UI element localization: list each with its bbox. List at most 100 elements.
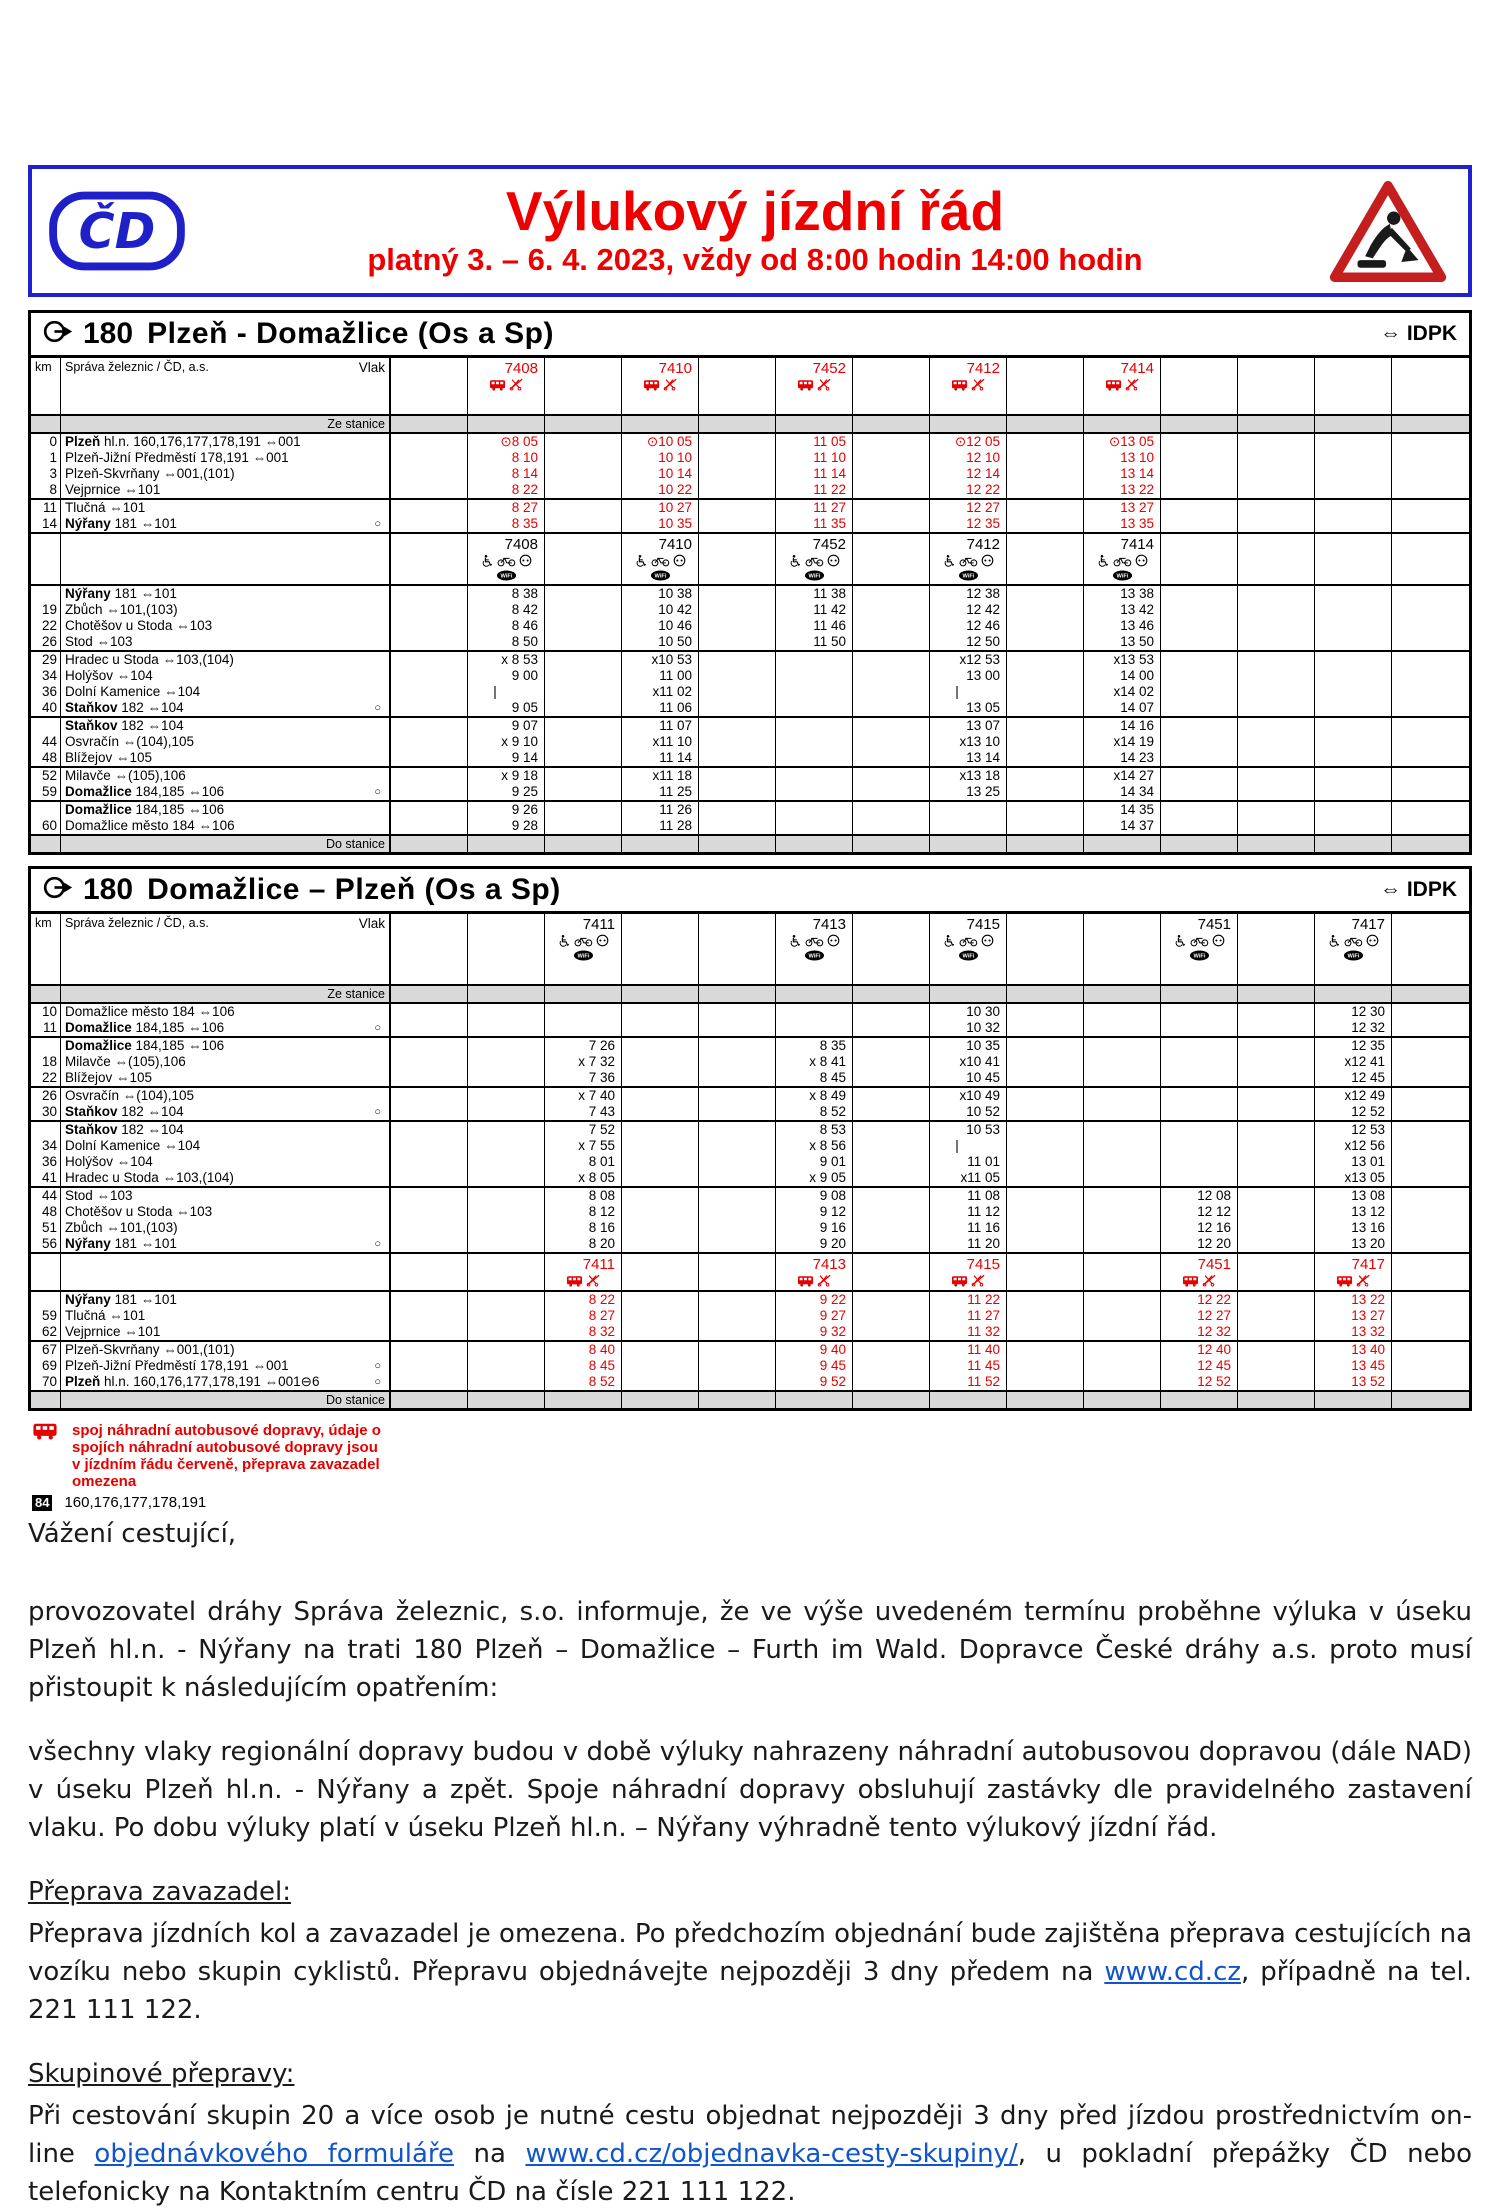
table-section: Staňkov 182 ⇔104 7 52 8 53 10 53 12 53 34 Doln…: [31, 1122, 1469, 1188]
time-cell: [391, 802, 468, 818]
time-cell: 8 35: [776, 1038, 853, 1054]
time-cell: [776, 416, 853, 432]
station-name: Plzeň: [65, 434, 101, 449]
time-cell: [1007, 586, 1084, 602]
time-cell: [1084, 1004, 1161, 1020]
station-cell: Plzeň hl.n. 160,176,177,178,191 ⇔001⊖6 ○: [61, 1374, 391, 1390]
time-cell: [1315, 618, 1392, 634]
station-lines: ⇔101: [120, 1324, 161, 1339]
dots-icon: [673, 554, 686, 567]
train-service-icons: [1161, 933, 1237, 948]
time-cell: [1392, 1358, 1469, 1374]
time-cell: [1392, 1392, 1469, 1408]
train-service-icons: [776, 1273, 852, 1288]
time-cell: 9 25: [468, 784, 545, 800]
time-cell: [1161, 802, 1238, 818]
svg-text:WiFi: WiFi: [962, 574, 974, 580]
table-row: 10 Domažlice město 184 ⇔106 10 30 12 30: [31, 1004, 1469, 1020]
time-cell: [1007, 668, 1084, 684]
time-cell: [468, 1374, 545, 1390]
time-cell: [853, 1324, 930, 1340]
time-cell: [853, 734, 930, 750]
station-lines: 178,191 ⇔001: [196, 1358, 289, 1373]
time-cell: [1007, 1308, 1084, 1324]
time-cell: 12 10: [930, 450, 1007, 466]
time-cell: [699, 836, 776, 852]
km-cell: [31, 1038, 61, 1054]
inline-link[interactable]: www.cd.cz: [1104, 1957, 1242, 1987]
time-cell: [391, 718, 468, 734]
time-cell: x12 49: [1315, 1088, 1392, 1104]
time-cell: 13 45: [1315, 1358, 1392, 1374]
time-cell: [1238, 1220, 1315, 1236]
time-cell: [391, 1054, 468, 1070]
station-marker: ○: [374, 786, 381, 798]
time-cell: x13 53: [1084, 652, 1161, 668]
time-cell: [853, 784, 930, 800]
time-cell: [622, 1308, 699, 1324]
table-row: 22 Blížejov ⇔105 7 36 8 45 10 45 12 45: [31, 1070, 1469, 1086]
time-cell: [391, 618, 468, 634]
train-service-icons: [1161, 1273, 1237, 1288]
time-cell: [1161, 1170, 1238, 1186]
time-cell: [1007, 1324, 1084, 1340]
time-cell: [1238, 1308, 1315, 1324]
bus-icon: [566, 1275, 583, 1287]
train-header-cell: 7415 WiFi: [930, 914, 1007, 984]
station-cell: Milavče ⇔(105),106: [61, 768, 391, 784]
station-cell: Dolní Kamenice ⇔104: [61, 1138, 391, 1154]
time-cell: [1084, 1138, 1161, 1154]
station-name: Milavče: [65, 1054, 111, 1069]
time-cell: [853, 1188, 930, 1204]
time-cell: [1238, 1342, 1315, 1358]
station-marker: ○: [374, 1022, 381, 1034]
station-cell: Staňkov 182 ⇔104 ○: [61, 1104, 391, 1120]
km-cell: 40: [31, 700, 61, 716]
station-cell: Holýšov ⇔104: [61, 1154, 391, 1170]
time-cell: x 9 18: [468, 768, 545, 784]
station-lines: ⇔101: [120, 482, 161, 497]
wheelchair-icon: [943, 934, 956, 948]
table-row: 34 Holýšov ⇔104 9 00 11 00 13 00 14 00: [31, 668, 1469, 684]
station-lines: 181 ⇔101: [110, 516, 177, 531]
time-cell: [853, 1038, 930, 1054]
time-cell: 10 10: [622, 450, 699, 466]
time-cell: [391, 1358, 468, 1374]
table-section: 26 Osvračín ⇔(104),105 x 7 40 x 8 49 x10 49 x…: [31, 1088, 1469, 1122]
time-cell: [545, 768, 622, 784]
timetable-2: 180 Domažlice – Plzeň (Os a Sp) ⇔ IDPK km Sp…: [28, 866, 1472, 1411]
time-cell: [853, 434, 930, 450]
time-cell: 14 00: [1084, 668, 1161, 684]
time-cell: [545, 500, 622, 516]
train-header-cell: 7417: [1315, 1254, 1392, 1290]
station-lines: ⇔(104),105: [119, 734, 195, 749]
route-title: Plzeň - Domažlice (Os a Sp): [147, 317, 554, 350]
train-header-cell: [1238, 358, 1315, 414]
km-cell: 52: [31, 768, 61, 784]
km-cell: [31, 718, 61, 734]
time-cell: [699, 618, 776, 634]
station-name: Tlučná: [65, 1308, 106, 1323]
time-cell: [1161, 668, 1238, 684]
inline-link[interactable]: objednávkového formuláře: [94, 2139, 455, 2169]
station-marker: ○: [374, 1106, 381, 1118]
time-cell: [1238, 1204, 1315, 1220]
time-cell: ⊙8 05: [468, 434, 545, 450]
station-lines: ⇔104: [113, 1154, 153, 1169]
svg-text:ČD: ČD: [79, 201, 156, 260]
time-cell: 12 27: [930, 500, 1007, 516]
time-cell: [545, 684, 622, 700]
table-row: 11 Domažlice 184,185 ⇔106 ○ 10 32 12 32: [31, 1020, 1469, 1036]
station-cell: Domažlice město 184 ⇔106: [61, 818, 391, 834]
inline-link[interactable]: www.cd.cz/objednavka-cesty-skupiny/: [525, 2139, 1018, 2169]
time-cell: [1315, 836, 1392, 852]
notice-paragraph: provozovatel dráhy Správa železnic, s.o.…: [28, 1593, 1472, 1707]
time-cell: [1007, 784, 1084, 800]
bus-icon: [489, 379, 506, 391]
notice-text-segment: , u pokladní přepážky ČD nebo telefonick…: [28, 2139, 1473, 2207]
km-cell: [31, 1122, 61, 1138]
time-cell: [1392, 1236, 1469, 1252]
dots-icon: [1135, 554, 1148, 567]
time-cell: [699, 500, 776, 516]
